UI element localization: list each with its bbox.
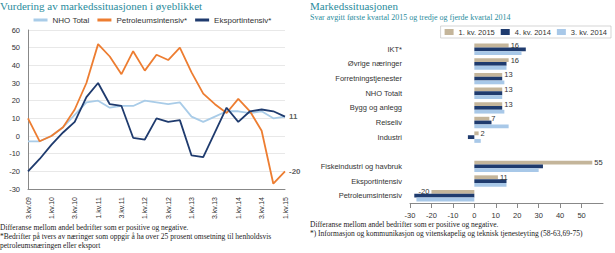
svg-text:-30: -30 [405,211,416,220]
svg-text:Vurdering av markedssituasjone: Vurdering av markedssituasjonen i øyebli… [0,0,202,12]
svg-text:50: 50 [577,211,585,220]
svg-text:Eksportintensiv*: Eksportintensiv* [214,16,271,25]
svg-text:16: 16 [511,41,519,50]
svg-text:Fiskeindustri og havbruk: Fiskeindustri og havbruk [321,162,403,171]
svg-text:-10: -10 [447,211,458,220]
svg-text:0: 0 [472,211,476,220]
svg-text:Bygg og anlegg: Bygg og anlegg [350,103,402,112]
svg-text:-20: -20 [426,211,437,220]
svg-text:3.kv.11: 3.kv.11 [118,197,125,219]
svg-text:40: 40 [12,61,20,70]
svg-text:Øvrige næringer: Øvrige næringer [348,59,403,68]
svg-text:3.kv.14: 3.kv.14 [258,197,265,219]
svg-text:Markedssituasjonen: Markedssituasjonen [310,0,398,12]
svg-text:2: 2 [481,129,485,138]
svg-text:petroleumsnæringen eller ekspo: petroleumsnæringen eller eksport [0,241,101,250]
svg-text:-20: -20 [289,167,301,176]
svg-text:11: 11 [500,173,508,182]
svg-text:Differanse mellom andel bedrif: Differanse mellom andel bedrifter som er… [310,220,498,229]
svg-text:Industri: Industri [377,133,402,142]
svg-text:IKT*: IKT* [387,45,402,54]
svg-text:-20: -20 [419,187,430,196]
svg-text:13: 13 [504,70,512,79]
svg-text:-10: -10 [9,149,20,158]
svg-text:30: 30 [12,79,20,88]
svg-text:1.kv.12: 1.kv.12 [141,197,148,219]
svg-text:Forretningstjenester: Forretningstjenester [335,74,402,83]
svg-text:Petroleumsintensiv*: Petroleumsintensiv* [116,16,187,25]
svg-text:0: 0 [16,132,20,141]
svg-text:50: 50 [12,43,20,52]
svg-text:Differanse mellom andel bedrif: Differanse mellom andel bedrifter som er… [0,223,188,232]
svg-text:11: 11 [289,112,298,121]
svg-text:3.kv.13: 3.kv.13 [211,197,218,219]
svg-text:3. kv. 2014: 3. kv. 2014 [571,28,607,37]
svg-text:3.kv.10: 3.kv.10 [71,197,78,219]
svg-text:20: 20 [513,211,521,220]
svg-text:60: 60 [12,26,20,35]
svg-text:3.kv.09: 3.kv.09 [25,197,32,219]
svg-text:1.kv.14: 1.kv.14 [235,197,242,219]
svg-text:55: 55 [594,158,602,167]
svg-text:7: 7 [491,114,495,123]
svg-text:20: 20 [12,96,20,105]
svg-text:16: 16 [511,56,519,65]
svg-text:NHO Total: NHO Total [53,16,90,25]
svg-text:10: 10 [492,211,500,220]
svg-text:-20: -20 [9,167,20,176]
svg-text:30: 30 [534,211,542,220]
svg-text:3.kv.12: 3.kv.12 [165,197,172,219]
svg-text:40: 40 [556,211,564,220]
svg-text:10: 10 [12,114,20,123]
svg-text:NHO Totalt: NHO Totalt [365,89,402,98]
svg-text:1. kv. 2015: 1. kv. 2015 [459,28,495,37]
svg-text:-30: -30 [9,185,20,194]
svg-text:Eksportintensiv: Eksportintensiv [351,177,402,186]
svg-text:Reiseliv: Reiseliv [376,118,403,127]
svg-text:13: 13 [504,100,512,109]
svg-text:Petroleumsintensiv: Petroleumsintensiv [339,191,403,200]
svg-text:Svar avgitt første kvartal 201: Svar avgitt første kvartal 2015 og tredj… [310,13,510,22]
svg-text:1.kv.11: 1.kv.11 [95,197,102,219]
svg-text:*) Informasjon og kommunikasjo: *) Informasjon og kommunikasjon og viten… [310,229,583,238]
svg-text:1.kv.10: 1.kv.10 [48,197,55,219]
svg-text:13: 13 [504,85,512,94]
svg-text:1.kv.15: 1.kv.15 [282,197,289,219]
svg-text:*Bedrifter på tvers av næringe: *Bedrifter på tvers av næringer som oppg… [0,232,273,241]
svg-text:1.kv.13: 1.kv.13 [188,197,195,219]
svg-text:4. kv. 2014: 4. kv. 2014 [515,28,551,37]
